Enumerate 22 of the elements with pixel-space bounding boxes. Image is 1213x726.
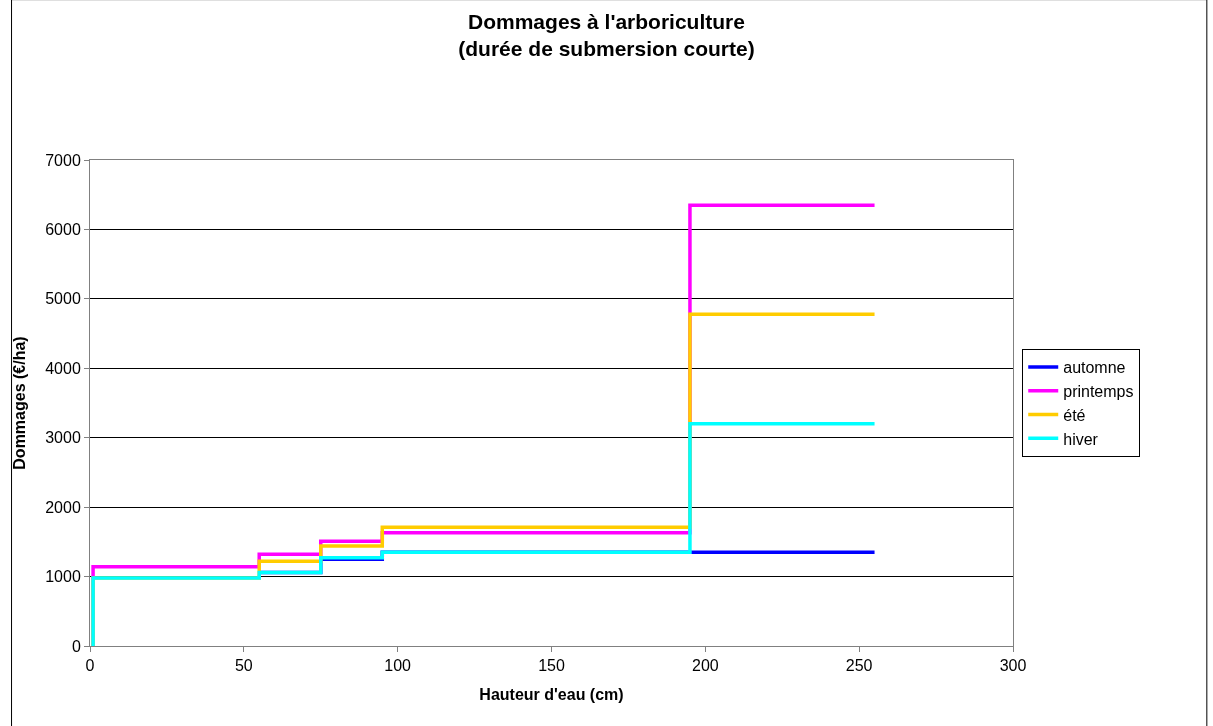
y-tick-label: 6000 <box>45 221 81 239</box>
x-tick-label: 150 <box>538 657 565 675</box>
y-tick-label: 0 <box>71 637 81 655</box>
x-tick-label: 50 <box>234 657 253 675</box>
legend-label: automne <box>1063 359 1126 377</box>
y-tick-label: 2000 <box>45 498 81 516</box>
y-tick-label: 4000 <box>45 359 81 377</box>
legend-label: été <box>1063 406 1086 424</box>
y-tick-label: 7000 <box>45 151 81 169</box>
y-tick-label: 1000 <box>45 568 81 586</box>
y-tick-label: 5000 <box>45 290 81 308</box>
chart-title: Dommages à l'arboriculture (durée de submersion courte) <box>458 10 755 61</box>
x-axis-title: Hauteur d'eau (cm) <box>479 685 624 703</box>
y-tick-label: 3000 <box>45 429 81 447</box>
x-tick-label: 300 <box>999 657 1027 675</box>
y-axis-title: Dommages (€/ha) <box>11 336 29 470</box>
legend-label: printemps <box>1063 382 1134 400</box>
x-tick-label: 200 <box>691 657 719 675</box>
legend-label: hiver <box>1063 430 1099 448</box>
x-tick-label: 0 <box>85 657 95 675</box>
x-tick-label: 250 <box>845 657 873 675</box>
x-tick-label: 100 <box>384 657 412 675</box>
